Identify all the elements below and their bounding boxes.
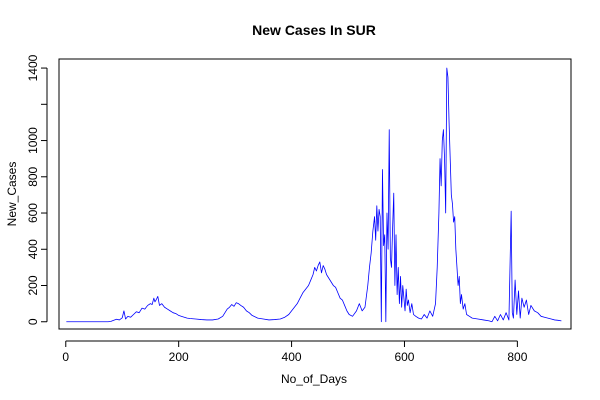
x-tick-label: 0	[62, 350, 69, 364]
y-axis-label: New_Cases	[5, 162, 19, 227]
series-line	[66, 67, 562, 323]
y-axis: 0 200 400 600 800 1000 1400	[26, 54, 48, 325]
y-tick-label: 1000	[26, 127, 40, 154]
plot-area	[66, 67, 562, 323]
x-tick-label: 400	[282, 350, 302, 364]
x-tick-label: 600	[394, 350, 414, 364]
x-axis: 0 200 400 600 800	[62, 340, 528, 364]
y-tick-label: 400	[26, 239, 40, 259]
x-axis-label: No_of_Days	[281, 372, 347, 386]
y-tick-label: 1400	[26, 54, 40, 81]
y-tick-label: 0	[26, 318, 40, 325]
chart-title: New Cases In SUR	[252, 22, 376, 38]
x-tick-label: 200	[169, 350, 189, 364]
plot-frame	[58, 58, 572, 330]
x-tick-label: 800	[507, 350, 527, 364]
y-tick-label: 200	[26, 275, 40, 295]
y-tick-label: 600	[26, 203, 40, 223]
y-tick-label: 800	[26, 166, 40, 186]
